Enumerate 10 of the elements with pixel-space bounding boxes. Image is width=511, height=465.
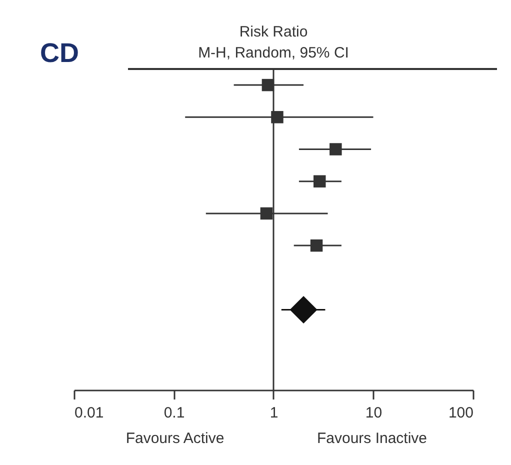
text: Favours Inactive (316, 430, 428, 447)
text: Favours Active (126, 430, 224, 447)
x-tick-label: 0.1 (164, 404, 185, 422)
chart-title: Risk Ratio (239, 23, 308, 40)
x-tick-label: 1 (270, 404, 278, 422)
x-tick-label: 10 (365, 404, 382, 422)
chart-subtitle: M-H, Random, 95% CI (198, 44, 349, 62)
x-tick-label: 100 (448, 404, 474, 422)
x-tick-label: 0.01 (74, 404, 104, 422)
text: CD (40, 38, 79, 69)
